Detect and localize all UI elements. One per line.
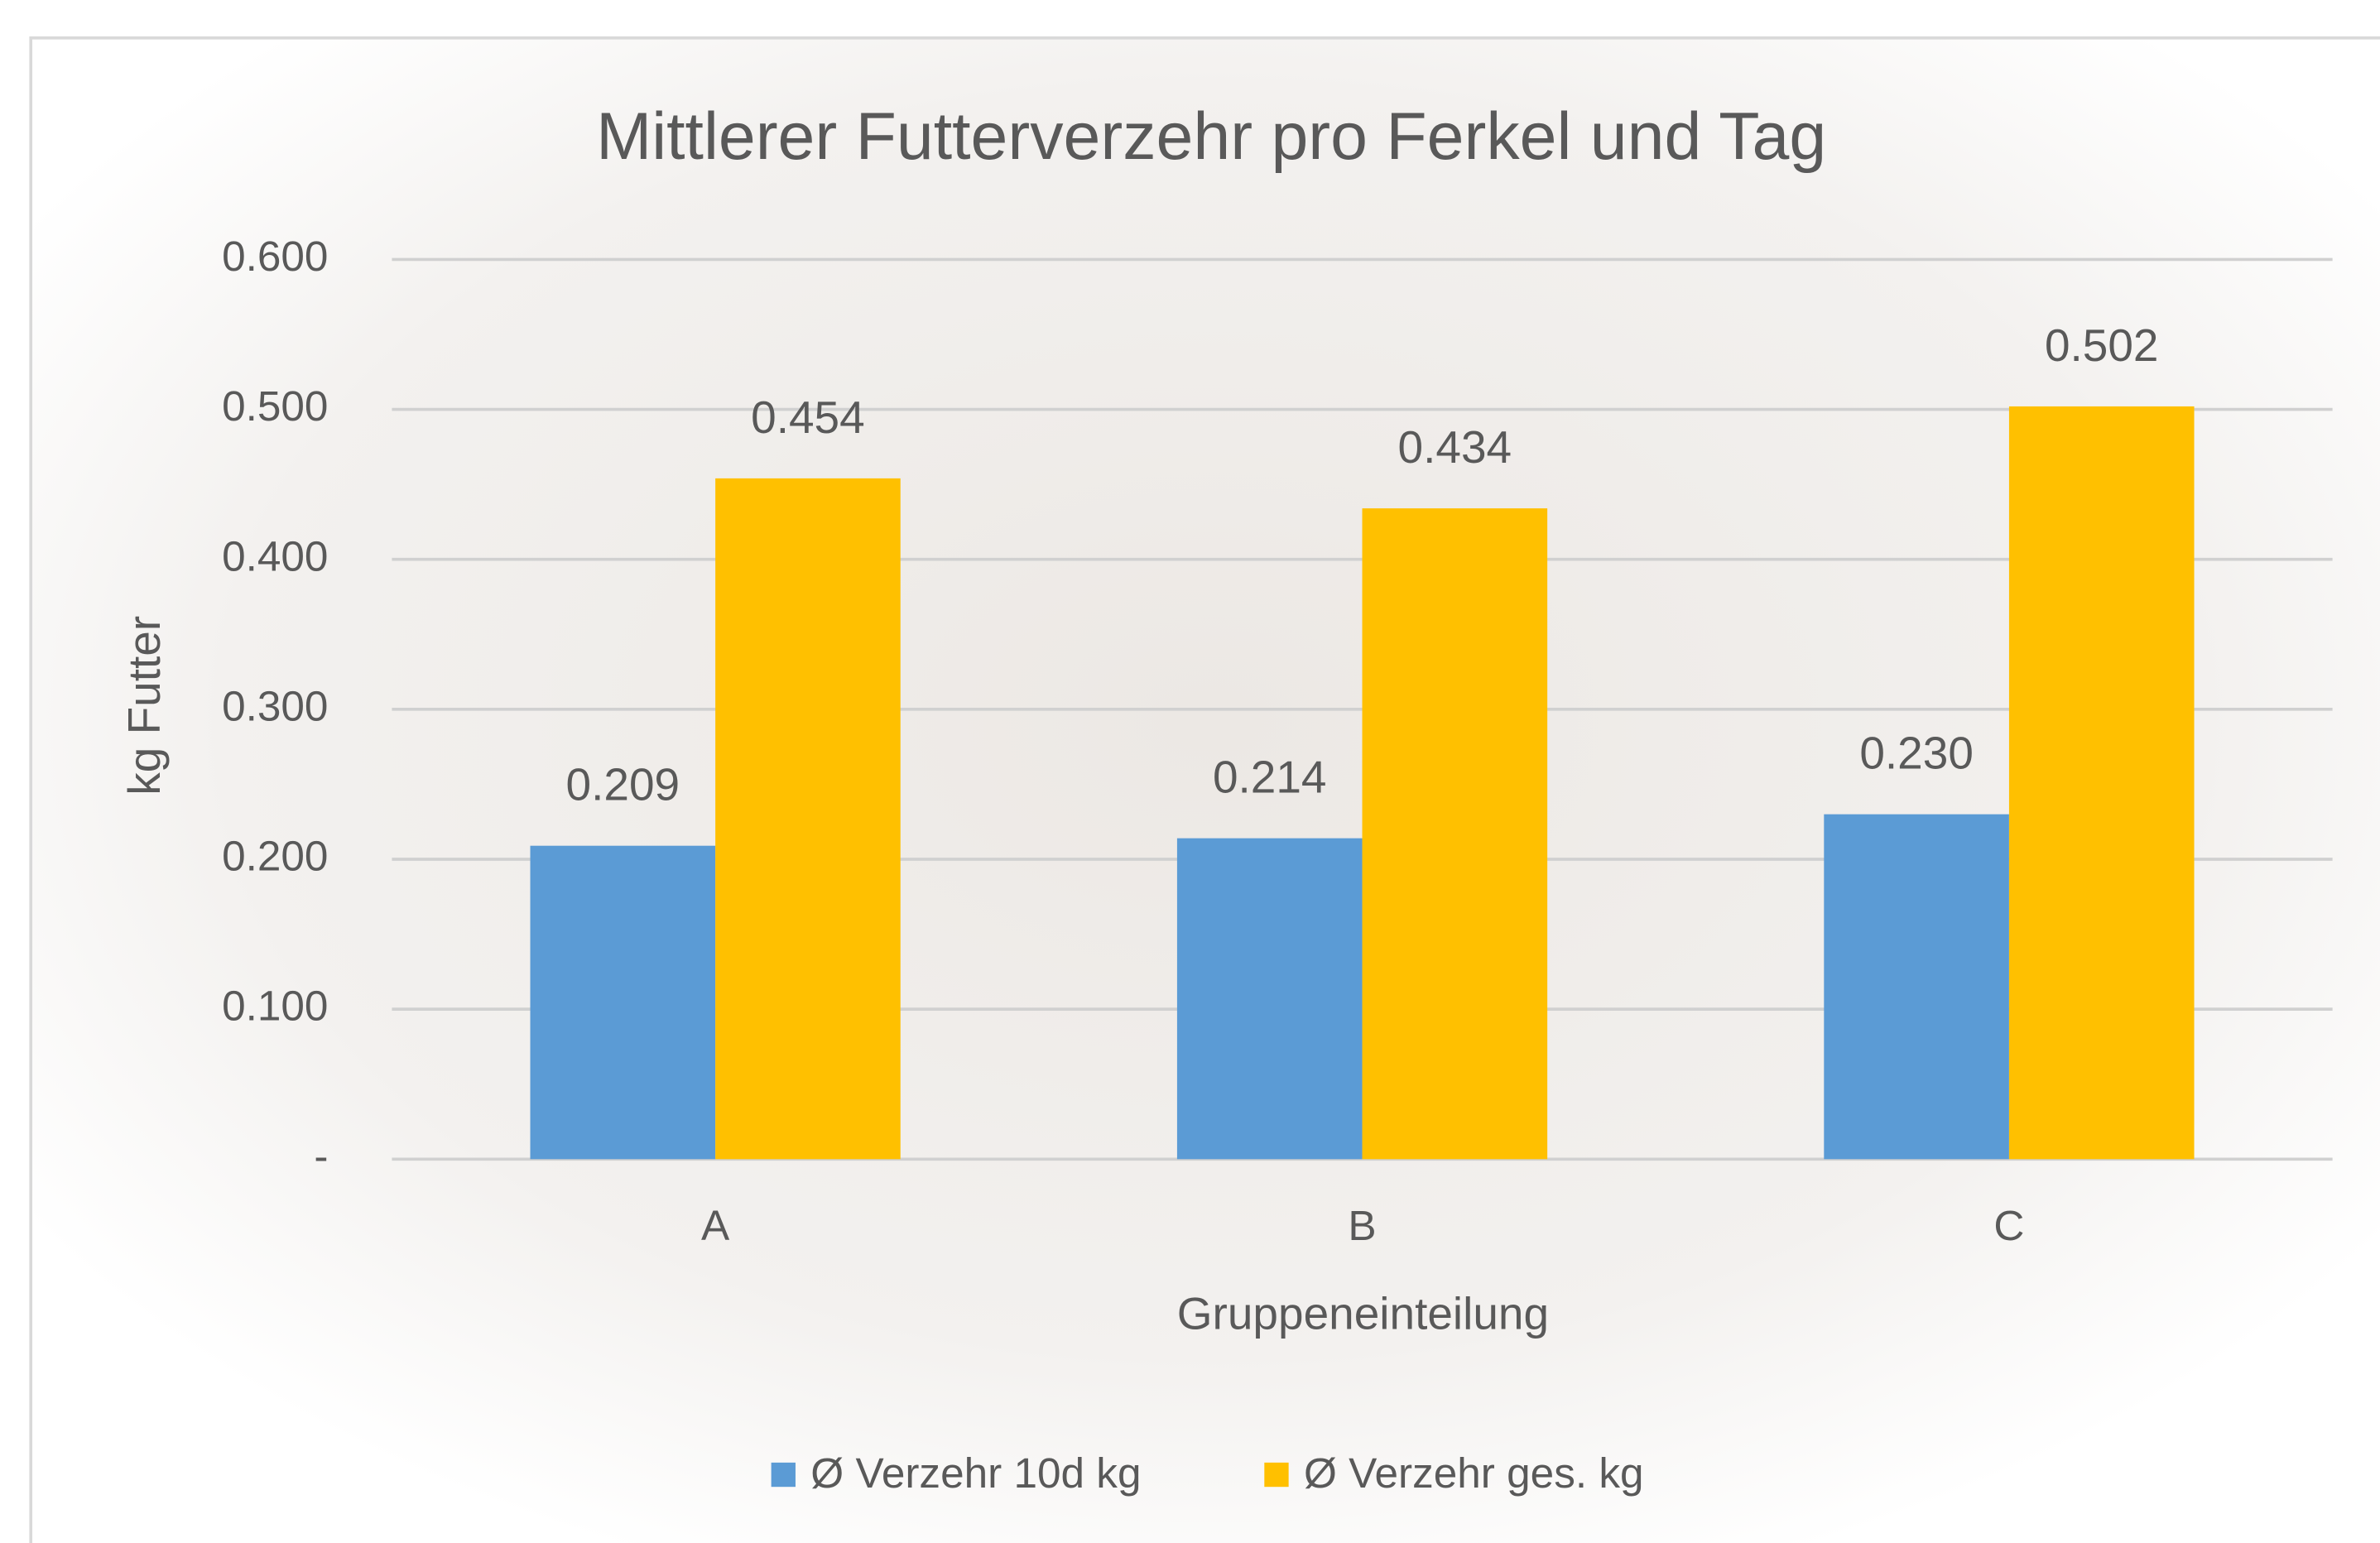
bar bbox=[531, 846, 716, 1160]
data-label: 0.230 bbox=[1859, 728, 1974, 779]
bar bbox=[1824, 815, 2009, 1160]
chart: Mittlerer Futterverzehr pro Ferkel und T… bbox=[0, 0, 2380, 1543]
data-label: 0.434 bbox=[1398, 421, 1512, 473]
y-tick-label: 0.500 bbox=[222, 382, 328, 430]
y-tick-label: 0.200 bbox=[222, 833, 328, 880]
bar bbox=[2009, 406, 2195, 1159]
y-tick-label: 0.300 bbox=[222, 682, 328, 729]
x-tick-label: C bbox=[1993, 1202, 2024, 1249]
bar bbox=[1363, 508, 1548, 1159]
x-tick-label: B bbox=[1348, 1202, 1376, 1249]
y-tick-label: - bbox=[314, 1132, 328, 1180]
bar bbox=[715, 478, 901, 1159]
x-tick-label: A bbox=[701, 1202, 730, 1249]
legend-swatch bbox=[772, 1463, 796, 1487]
y-axis-label: kg Futter bbox=[118, 616, 170, 796]
data-label: 0.209 bbox=[566, 759, 680, 810]
y-tick-label: 0.100 bbox=[222, 983, 328, 1030]
x-axis-label: Gruppeneinteilung bbox=[1177, 1287, 1549, 1339]
bar bbox=[1177, 839, 1363, 1160]
page: {"chart_data": { "type": "bar", "title":… bbox=[0, 0, 2380, 1543]
legend-swatch bbox=[1264, 1463, 1288, 1487]
y-tick-label: 0.600 bbox=[222, 233, 328, 280]
chart-title: Mittlerer Futterverzehr pro Ferkel und T… bbox=[596, 99, 1826, 174]
legend-label: Ø Verzehr 10d kg bbox=[810, 1449, 1141, 1497]
legend-label: Ø Verzehr ges. kg bbox=[1304, 1449, 1644, 1497]
data-label: 0.214 bbox=[1213, 752, 1327, 803]
data-label: 0.502 bbox=[2045, 320, 2159, 371]
y-tick-label: 0.400 bbox=[222, 532, 328, 579]
data-label: 0.454 bbox=[751, 392, 865, 443]
